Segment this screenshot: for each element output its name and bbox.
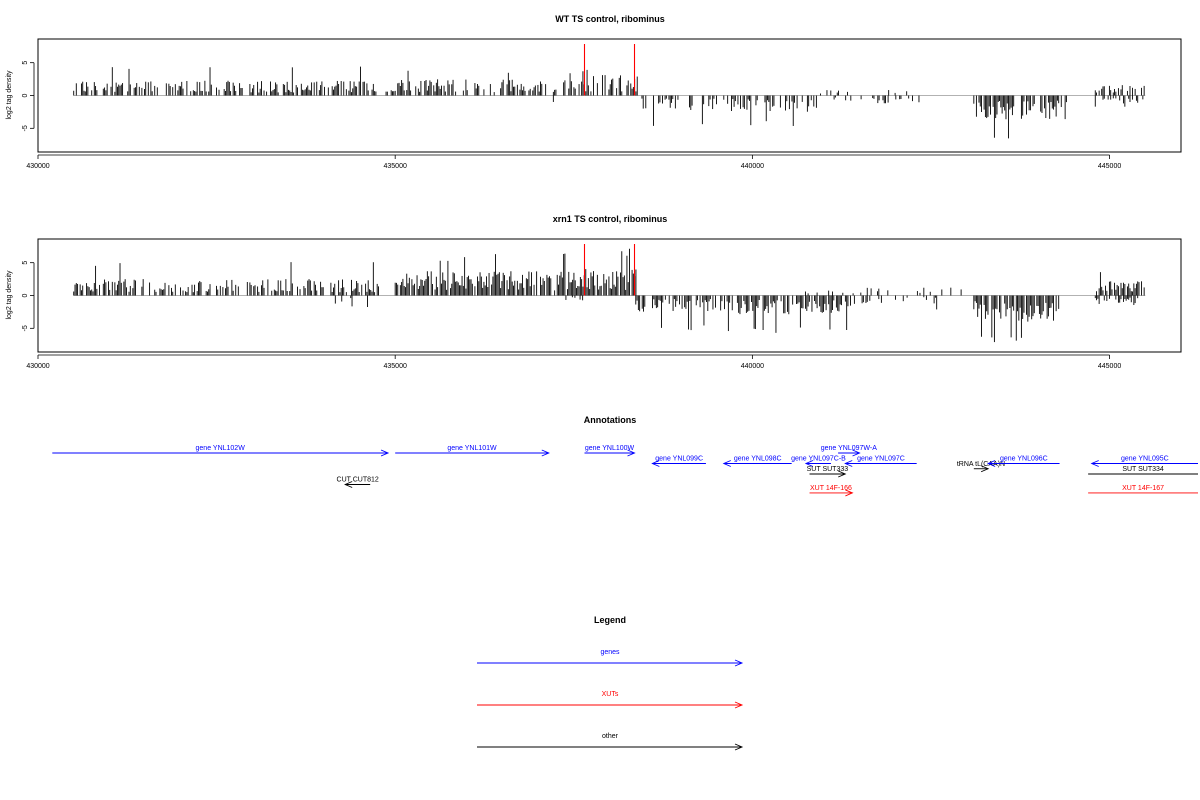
legend-items: genes XUTs other (477, 649, 744, 751)
feature-label: gene YNL095C (1121, 456, 1169, 463)
annotation-feature: XUT 14F-166 (809, 485, 854, 497)
wt-panel-title: WT TS control, ribominus (555, 14, 665, 24)
arrow-head-icon (734, 701, 744, 709)
xrn1-plot-frame (37, 238, 1182, 353)
feature-label: gene YNL102W (196, 445, 246, 452)
annotation-feature: tRNA tL(CAA)N (957, 461, 1005, 473)
annotation-feature: gene YNL097W-A (821, 445, 877, 457)
y-tick-label: 0 (22, 93, 29, 97)
annotation-features: gene YNL102W gene YNL101W gene YNL100W gene… (52, 445, 1198, 497)
feature-label: XUT 14F-166 (810, 485, 852, 492)
legend-label: genes (600, 649, 620, 656)
arrow-head-icon (627, 449, 636, 457)
wt-highlight-lines (583, 44, 636, 96)
x-tick-label: 440000 (741, 363, 764, 370)
xrn1-y-axis: -5 0 5 (22, 261, 35, 331)
feature-label: gene YNL098C (734, 456, 782, 463)
y-tick-label: -5 (22, 125, 29, 131)
annotations-track: Annotations gene YNL102W gene YNL101W gene… (52, 415, 1198, 497)
annotation-feature: gene YNL097C-B (791, 456, 846, 467)
annotation-feature: gene YNL099C (651, 456, 706, 467)
annotation-feature: SUT SUT334 (1088, 466, 1198, 475)
wt-plot-frame (37, 38, 1182, 153)
legend-label: XUTs (602, 691, 619, 698)
x-tick-label: 430000 (26, 363, 49, 370)
arrow-head-icon (980, 465, 990, 473)
feature-label: SUT SUT333 (807, 466, 849, 473)
arrow-head-icon (838, 470, 847, 478)
annotation-feature: gene YNL100W (584, 445, 636, 457)
xrn1-density-panel: xrn1 TS control, ribominus log2 tag dens… (6, 214, 1182, 370)
x-tick-label: 435000 (384, 363, 407, 370)
arrow-head-icon (852, 449, 861, 457)
y-tick-label: 5 (22, 261, 29, 265)
annotations-title: Annotations (584, 415, 637, 425)
wt-x-axis: 430000 435000 440000 445000 (26, 154, 1121, 170)
feature-label: CUT CUT812 (337, 477, 379, 484)
arrow-head-icon (844, 460, 853, 467)
wt-bars (73, 66, 1146, 139)
annotation-feature: gene YNL096C (986, 456, 1060, 467)
xrn1-highlight-lines (583, 244, 636, 296)
y-tick-label: -5 (22, 325, 29, 331)
feature-label: gene YNL101W (447, 445, 497, 452)
x-tick-label: 435000 (384, 163, 407, 170)
annotation-feature: gene YNL102W (52, 445, 390, 457)
arrow-head-icon (1090, 460, 1099, 467)
feature-label: tRNA tL(CAA)N (957, 461, 1005, 468)
xrn1-y-axis-label: log2 tag density (6, 270, 13, 320)
wt-y-axis: -5 0 5 (22, 61, 35, 131)
y-tick-label: 0 (22, 293, 29, 297)
xrn1-panel-title: xrn1 TS control, ribominus (553, 214, 668, 224)
annotation-feature: CUT CUT812 (337, 477, 379, 488)
arrow-head-icon (380, 449, 390, 457)
annotation-feature: gene YNL095C (1090, 456, 1198, 467)
wt-density-panel: WT TS control, ribominus log2 tag densit… (6, 14, 1182, 170)
feature-label: SUT SUT334 (1122, 466, 1164, 473)
arrow-head-icon (651, 460, 660, 467)
arrow-head-icon (344, 481, 353, 488)
wt-y-axis-label: log2 tag density (6, 70, 13, 120)
arrow-head-icon (845, 489, 854, 497)
x-tick-label: 440000 (741, 163, 764, 170)
legend-item: XUTs (477, 691, 744, 709)
y-tick-label: 5 (22, 61, 29, 65)
feature-label: gene YNL099C (655, 456, 703, 463)
feature-label: gene YNL100W (585, 445, 635, 452)
legend-label: other (602, 733, 619, 740)
xrn1-x-axis: 430000 435000 440000 445000 (26, 354, 1121, 370)
arrow-head-icon (722, 460, 731, 467)
x-tick-label: 430000 (26, 163, 49, 170)
arrow-head-icon (541, 449, 550, 457)
legend-title: Legend (594, 615, 626, 625)
x-tick-label: 445000 (1098, 363, 1121, 370)
annotation-feature: gene YNL097C (844, 456, 917, 467)
x-tick-label: 445000 (1098, 163, 1121, 170)
arrow-head-icon (804, 460, 814, 467)
xrn1-bars (73, 248, 1146, 343)
legend: Legend genes XUTs other (477, 615, 744, 751)
annotation-feature: XUT 14F-167 (1088, 485, 1198, 494)
feature-label: XUT 14F-167 (1122, 485, 1164, 492)
annotation-feature: gene YNL101W (395, 445, 550, 457)
annotation-feature: SUT SUT333 (807, 466, 849, 478)
feature-label: gene YNL097C-B (791, 456, 846, 463)
legend-item: genes (477, 649, 744, 667)
feature-label: gene YNL097W-A (821, 445, 877, 452)
feature-label: gene YNL097C (857, 456, 905, 463)
annotation-feature: gene YNL098C (722, 456, 792, 467)
legend-item: other (477, 733, 744, 751)
arrow-head-icon (986, 460, 996, 467)
arrow-head-icon (734, 743, 744, 751)
arrow-head-icon (734, 659, 744, 667)
feature-label: gene YNL096C (1000, 456, 1048, 463)
